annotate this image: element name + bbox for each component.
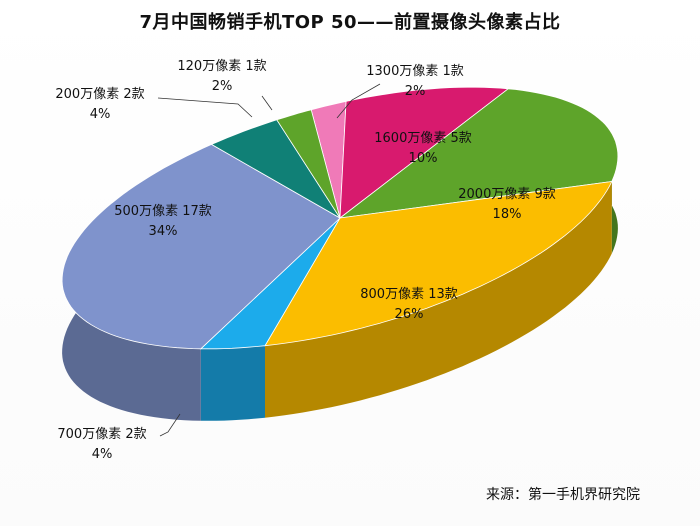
label-800-text: 800万像素 13款 [360, 287, 458, 302]
label-2000: 2000万像素 9款 18% [458, 185, 556, 225]
label-120-text: 120万像素 1款 [177, 59, 267, 74]
source-note: 来源：第一手机界研究院 [486, 487, 640, 503]
label-700: 700万像素 2款 4% [57, 425, 146, 465]
label-500: 500万像素 17款 34% [114, 202, 212, 242]
label-700-text: 700万像素 2款 [57, 427, 147, 442]
label-500-text: 500万像素 17款 [114, 204, 212, 219]
leader-line-0 [336, 83, 381, 119]
label-1600-text: 1600万像素 5款 [374, 131, 472, 146]
label-1600: 1600万像素 5款 10% [374, 129, 472, 169]
label-200-pct: 4% [89, 107, 111, 122]
slice-side-3 [265, 181, 612, 418]
label-200: 200万像素 2款 4% [55, 85, 144, 125]
slice-side-4 [200, 345, 265, 421]
label-800: 800万像素 13款 26% [360, 285, 458, 325]
slice-6 [210, 119, 341, 219]
leader-line-3 [159, 413, 181, 437]
label-2000-text: 2000万像素 9款 [458, 187, 556, 202]
label-500-pct: 34% [148, 224, 178, 239]
slice-3 [264, 181, 613, 347]
slice-5 [61, 143, 341, 350]
leader-line-1 [157, 97, 253, 118]
label-1300-text: 1300万像素 1款 [366, 64, 464, 79]
label-120-pct: 2% [211, 79, 233, 94]
label-1600-pct: 10% [408, 151, 438, 166]
label-700-pct: 4% [91, 447, 113, 462]
leader-line-2 [261, 95, 273, 111]
label-120: 120万像素 1款 2% [177, 57, 266, 97]
label-1300: 1300万像素 1款 2% [366, 62, 464, 102]
label-2000-pct: 18% [492, 207, 522, 222]
chart-title: 7月中国畅销手机TOP 50——前置摄像头像素占比 [139, 12, 561, 33]
label-200-text: 200万像素 2款 [55, 87, 145, 102]
slice-7 [276, 109, 341, 219]
slice-2 [338, 88, 619, 219]
label-800-pct: 26% [394, 307, 424, 322]
slice-0 [310, 100, 347, 219]
label-1300-pct: 2% [404, 84, 426, 99]
